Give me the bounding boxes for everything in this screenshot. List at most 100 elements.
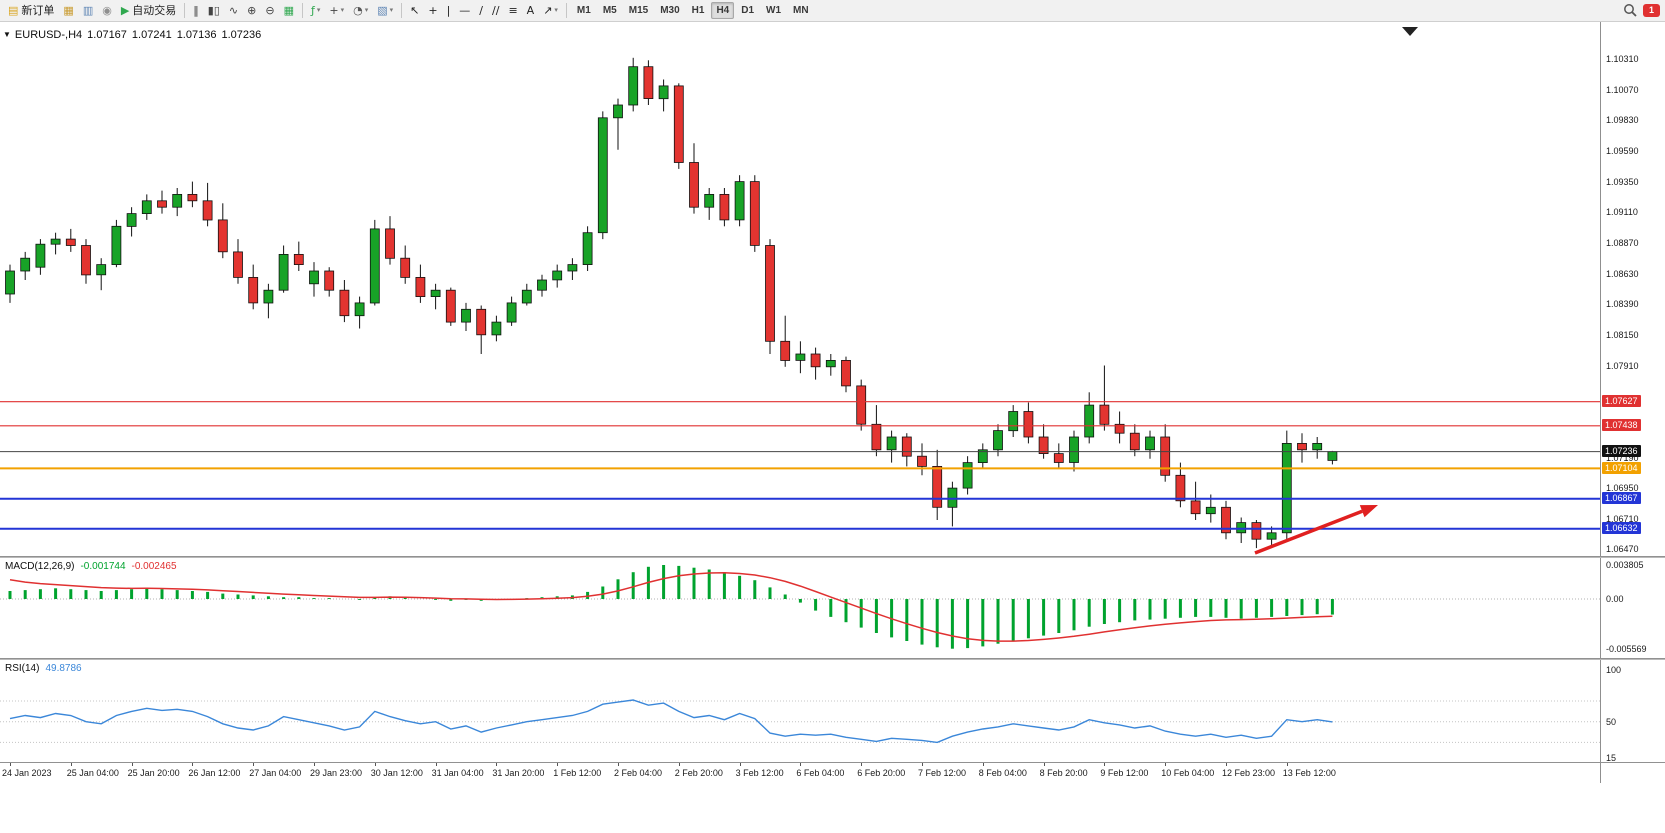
crosshair-button[interactable]: + bbox=[424, 1, 441, 20]
candle-body bbox=[643, 66, 654, 100]
profiles-button-dropdown-arrow-icon[interactable]: ▾ bbox=[364, 6, 369, 14]
panel-separator-macd-rsi[interactable] bbox=[0, 658, 1665, 660]
time-label-14: 6 Feb 20:00 bbox=[857, 768, 906, 778]
time-label-5: 29 Jan 23:00 bbox=[310, 768, 363, 778]
templates-button[interactable]: ▧ ▾ bbox=[373, 1, 397, 20]
new-chart-button-dropdown-arrow-icon[interactable]: ▾ bbox=[340, 6, 345, 14]
profiles-button[interactable]: ◔ ▾ bbox=[349, 1, 372, 20]
time-tick bbox=[678, 763, 680, 766]
new-chart-button[interactable]: + ▾ bbox=[325, 1, 348, 20]
horizontal-lines[interactable] bbox=[0, 401, 1600, 530]
candle-body bbox=[658, 85, 669, 100]
indicators-button[interactable]: ƒ ▾ bbox=[307, 1, 324, 20]
ohlc-close: 1.07236 bbox=[221, 29, 262, 41]
candle-body bbox=[400, 257, 411, 278]
price-label-1.06470: 1.06470 bbox=[1606, 544, 1639, 555]
toolbar-separator bbox=[565, 3, 567, 18]
time-label-12: 3 Feb 12:00 bbox=[735, 768, 784, 778]
bar-chart-icon: ‖ bbox=[193, 3, 199, 17]
chart-menu-arrow-icon[interactable]: ▼ bbox=[3, 30, 11, 39]
price-chart[interactable] bbox=[0, 22, 1600, 556]
channel-button[interactable]: ∕∕ bbox=[488, 1, 503, 20]
candle-body bbox=[886, 436, 897, 451]
toolbar-separator bbox=[301, 3, 303, 18]
search-icon[interactable] bbox=[1623, 3, 1637, 17]
navigator-icon-icon: ◉ bbox=[102, 3, 112, 17]
timeframe-mn-button[interactable]: MN bbox=[793, 5, 809, 16]
candle-body bbox=[673, 85, 684, 163]
tile-windows-button[interactable]: ▦ bbox=[280, 1, 298, 20]
autotrading-button[interactable]: ▶ 自动交易 bbox=[117, 1, 180, 20]
panel-separator-main-macd[interactable] bbox=[0, 556, 1665, 558]
arrows-icon: ↗ bbox=[543, 3, 553, 17]
candle-body bbox=[1008, 411, 1019, 432]
navigator-icon[interactable]: ◉ bbox=[98, 1, 116, 20]
ohlc-high: 1.07241 bbox=[131, 29, 172, 41]
timeframe-m30-button[interactable]: M30 bbox=[660, 5, 680, 16]
rsi-axis-label-50: 50 bbox=[1606, 716, 1617, 727]
bar-chart-button[interactable]: ‖ bbox=[189, 1, 203, 20]
timeframe-m5-button[interactable]: M5 bbox=[602, 5, 617, 16]
zoom-in-icon: ⊕ bbox=[247, 3, 257, 17]
candle-body bbox=[324, 270, 335, 291]
candle-body bbox=[1327, 451, 1338, 461]
trend-arrow-head[interactable] bbox=[1359, 505, 1378, 518]
price-label-1.09350: 1.09350 bbox=[1606, 176, 1639, 187]
cursor-button[interactable]: ↖ bbox=[406, 1, 423, 20]
trendline-button[interactable]: ∕ bbox=[475, 1, 487, 20]
candle-body bbox=[749, 181, 760, 246]
candle-body bbox=[157, 200, 167, 208]
timeframe-m15-button[interactable]: M15 bbox=[628, 5, 649, 16]
notification-badge[interactable]: 1 bbox=[1643, 3, 1660, 17]
candle-body bbox=[202, 200, 213, 221]
vertical-line-button[interactable]: | bbox=[443, 1, 455, 20]
time-label-3: 26 Jan 12:00 bbox=[188, 768, 241, 778]
fibonacci-button[interactable]: ≡ bbox=[504, 1, 521, 20]
zoom-out-button[interactable]: ⊖ bbox=[261, 1, 278, 20]
market-watch-icon[interactable]: ▦ bbox=[59, 1, 77, 20]
timeframe-m1-button[interactable]: M1 bbox=[576, 5, 591, 16]
text-button[interactable]: A bbox=[523, 1, 539, 20]
chart-shift-marker-icon[interactable] bbox=[1402, 27, 1418, 36]
horizontal-line-button[interactable]: — bbox=[455, 1, 474, 20]
new-order-button[interactable]: ▤ 新订单 bbox=[4, 1, 58, 20]
cursor-icon: ↖ bbox=[410, 3, 420, 17]
timeframe-h4-button[interactable]: H4 bbox=[711, 2, 735, 19]
timeframe-d1-button[interactable]: D1 bbox=[741, 5, 755, 16]
price-axis[interactable]: 1.10310 1.10070 1.09830 1.09590 1.09350 1.091… bbox=[1600, 22, 1665, 783]
time-tick bbox=[496, 763, 498, 766]
trend-arrow-line[interactable] bbox=[1254, 509, 1363, 555]
zoom-in-button[interactable]: ⊕ bbox=[243, 1, 260, 20]
candle-body bbox=[765, 245, 775, 342]
macd-panel[interactable] bbox=[0, 558, 1600, 658]
price-tag-1.07438: 1.07438 bbox=[1602, 419, 1641, 432]
price-label-1.06710: 1.06710 bbox=[1606, 513, 1639, 524]
text-icon: A bbox=[526, 3, 535, 17]
time-axis[interactable]: 24 Jan 2023 25 Jan 04:00 25 Jan 20:00 26 Ja… bbox=[0, 763, 1600, 783]
ohlc-open: 1.07167 bbox=[87, 29, 127, 41]
time-tick bbox=[800, 763, 802, 766]
templates-button-dropdown-arrow-icon[interactable]: ▾ bbox=[389, 6, 394, 14]
time-tick bbox=[435, 763, 437, 766]
arrows-button-dropdown-arrow-icon[interactable]: ▾ bbox=[554, 6, 558, 14]
price-label-1.09110: 1.09110 bbox=[1606, 207, 1638, 218]
timeframe-h1-button[interactable]: H1 bbox=[691, 5, 705, 16]
toolbar-separator bbox=[184, 3, 186, 18]
timeframe-w1-button[interactable]: W1 bbox=[766, 5, 782, 16]
rsi-panel[interactable] bbox=[0, 660, 1600, 762]
candle-body bbox=[1084, 404, 1095, 438]
candle-body bbox=[597, 117, 608, 234]
time-tick bbox=[1043, 763, 1045, 766]
line-chart-button[interactable]: ∿ bbox=[225, 1, 242, 20]
rsi-panel-label: RSI(14) 49.8786 bbox=[5, 663, 82, 674]
candle-body bbox=[445, 289, 456, 323]
indicators-button-dropdown-arrow-icon[interactable]: ▾ bbox=[316, 6, 321, 14]
candle-body bbox=[582, 232, 593, 265]
arrows-button[interactable]: ↗ ▾ bbox=[539, 1, 562, 20]
candle-body bbox=[506, 302, 517, 323]
candle-body bbox=[932, 465, 943, 508]
candlestick-chart-button[interactable]: ▮▯ bbox=[204, 1, 224, 20]
profiles-icon: ◔ bbox=[353, 3, 363, 17]
data-window-icon[interactable]: ▥ bbox=[79, 1, 97, 20]
